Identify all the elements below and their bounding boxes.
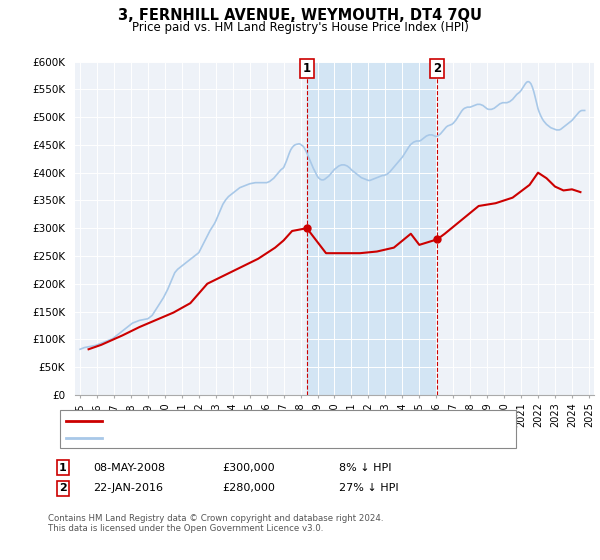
Text: 3, FERNHILL AVENUE, WEYMOUTH, DT4 7QU (detached house): 3, FERNHILL AVENUE, WEYMOUTH, DT4 7QU (d…	[108, 416, 432, 426]
Text: 8% ↓ HPI: 8% ↓ HPI	[339, 463, 391, 473]
Text: 2: 2	[59, 483, 67, 493]
Text: 3, FERNHILL AVENUE, WEYMOUTH, DT4 7QU: 3, FERNHILL AVENUE, WEYMOUTH, DT4 7QU	[118, 8, 482, 24]
Text: £300,000: £300,000	[222, 463, 275, 473]
Text: £280,000: £280,000	[222, 483, 275, 493]
Text: Price paid vs. HM Land Registry's House Price Index (HPI): Price paid vs. HM Land Registry's House …	[131, 21, 469, 34]
Bar	[307, 62, 437, 395]
Text: 27% ↓ HPI: 27% ↓ HPI	[339, 483, 398, 493]
Text: 1: 1	[59, 463, 67, 473]
Text: 1: 1	[303, 62, 311, 74]
Text: Contains HM Land Registry data © Crown copyright and database right 2024.
This d: Contains HM Land Registry data © Crown c…	[48, 514, 383, 534]
Text: 08-MAY-2008: 08-MAY-2008	[93, 463, 165, 473]
Text: HPI: Average price, detached house, Dorset: HPI: Average price, detached house, Dors…	[108, 433, 335, 444]
Text: 22-JAN-2016: 22-JAN-2016	[93, 483, 163, 493]
Text: 2: 2	[433, 62, 442, 74]
